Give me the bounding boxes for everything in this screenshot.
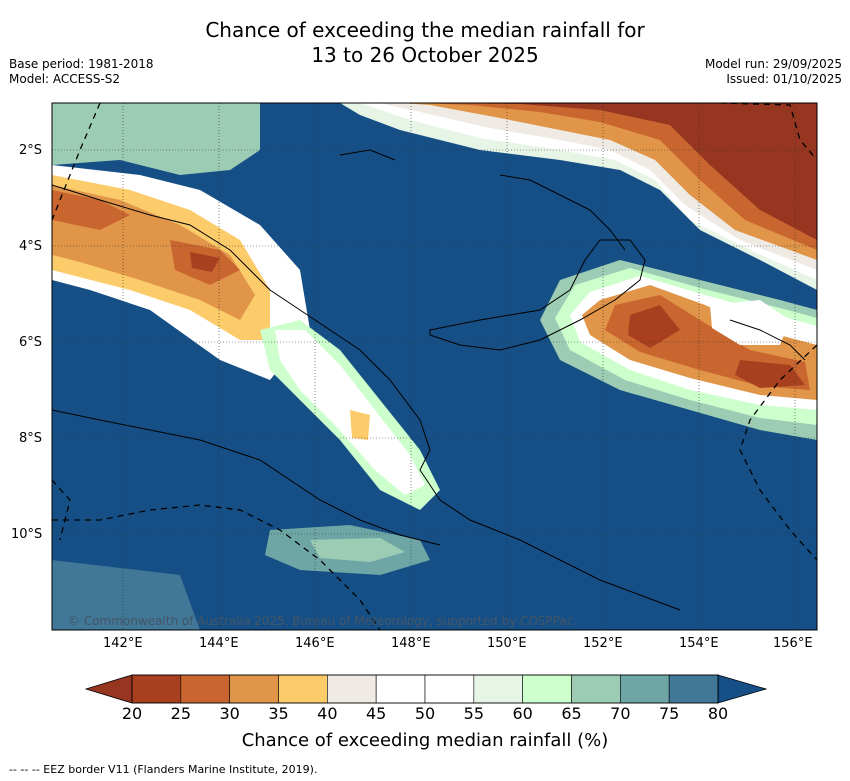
model-name: Model: ACCESS-S2	[9, 72, 121, 86]
colorbar-tick-label: 30	[219, 704, 240, 723]
contour-25-nw	[52, 190, 130, 230]
colorbar-tick-label: 40	[317, 704, 338, 723]
colorbar-tick-label: 45	[365, 704, 387, 723]
lat-label: 4°S	[19, 239, 43, 254]
colorbar-tick-label: 55	[463, 704, 484, 723]
lat-label: 8°S	[19, 431, 43, 446]
colorbar-under-arrow	[84, 674, 133, 704]
colorbar-label: Chance of exceeding median rainfall (%)	[241, 730, 609, 751]
eez-borders	[52, 103, 817, 630]
base-period: Base period: 1981-2018	[9, 57, 154, 71]
title-line-1: Chance of exceeding the median rainfall …	[205, 18, 645, 42]
colorbar-cell	[473, 674, 523, 704]
colorbar-cell	[522, 674, 572, 704]
contour-50-ridge	[275, 330, 425, 495]
title-line-2: 13 to 26 October 2025	[311, 43, 539, 67]
colorbar-cell	[620, 674, 670, 704]
colorbar-tick-label: 65	[561, 704, 582, 723]
contour-80-sw	[52, 560, 200, 630]
meta-left: Base period: 1981-2018 Model: ACCESS-S2	[9, 57, 154, 87]
map-frame	[51, 102, 818, 631]
lon-label: 150°E	[487, 636, 527, 651]
copyright-text: © Commonwealth of Australia 2025, Bureau…	[68, 614, 574, 628]
model-run: Model run: 29/09/2025	[704, 57, 842, 71]
map-title: Chance of exceeding the median rainfall …	[0, 18, 850, 68]
colorbar-tick-label: 75	[658, 704, 680, 723]
colorbar-tick-label: 25	[170, 704, 191, 723]
colorbar-tick-label: 20	[121, 704, 143, 723]
contour-50-east	[710, 300, 790, 345]
contour-20-highlands	[190, 252, 220, 272]
map-area	[52, 103, 817, 630]
colorbar-tick-label: 70	[610, 704, 631, 723]
contour-20-east	[735, 360, 805, 388]
colorbar-frame	[131, 674, 719, 704]
colorbar-over-arrow	[717, 674, 768, 704]
contour-35-ridge	[350, 410, 370, 440]
contour-20-se	[628, 305, 680, 348]
lon-label: 148°E	[391, 636, 431, 651]
colorbar-tick-label: 80	[707, 704, 729, 723]
colorbar-cell	[131, 674, 182, 704]
issued-date: Issued: 01/10/2025	[726, 72, 842, 86]
colorbar-cell	[327, 674, 377, 704]
lon-label: 152°E	[583, 636, 623, 651]
contour-70-nw	[52, 103, 260, 175]
colorbar-tick-label: 50	[414, 704, 436, 723]
lon-label: 142°E	[103, 636, 143, 651]
eez-footnote: -- -- -- EEZ border V11 (Flanders Marine…	[9, 763, 318, 776]
lon-label: 156°E	[773, 636, 813, 651]
lon-label: 146°E	[295, 636, 335, 651]
colorbar-cell	[424, 674, 475, 704]
colorbar-cell	[668, 674, 719, 704]
lat-label: 2°S	[19, 143, 43, 158]
coastlines	[52, 149, 806, 611]
colorbar-cell	[180, 674, 230, 704]
colorbar-cell	[229, 674, 279, 704]
meta-right: Model run: 29/09/2025 Issued: 01/10/2025	[705, 57, 842, 87]
lat-label: 6°S	[19, 335, 43, 350]
colorbar-tick-label: 35	[268, 704, 289, 723]
colorbar	[84, 674, 768, 704]
lon-label: 144°E	[199, 636, 239, 651]
contour-70-south	[310, 538, 405, 562]
graticule	[52, 103, 817, 630]
lat-label: 10°S	[11, 527, 43, 542]
colorbar-cell	[278, 674, 328, 704]
colorbar-tick-label: 60	[512, 704, 533, 723]
contour-20	[440, 103, 817, 240]
colorbar-cell	[571, 674, 621, 704]
lon-label: 154°E	[679, 636, 719, 651]
colorbar-cell	[375, 674, 426, 704]
